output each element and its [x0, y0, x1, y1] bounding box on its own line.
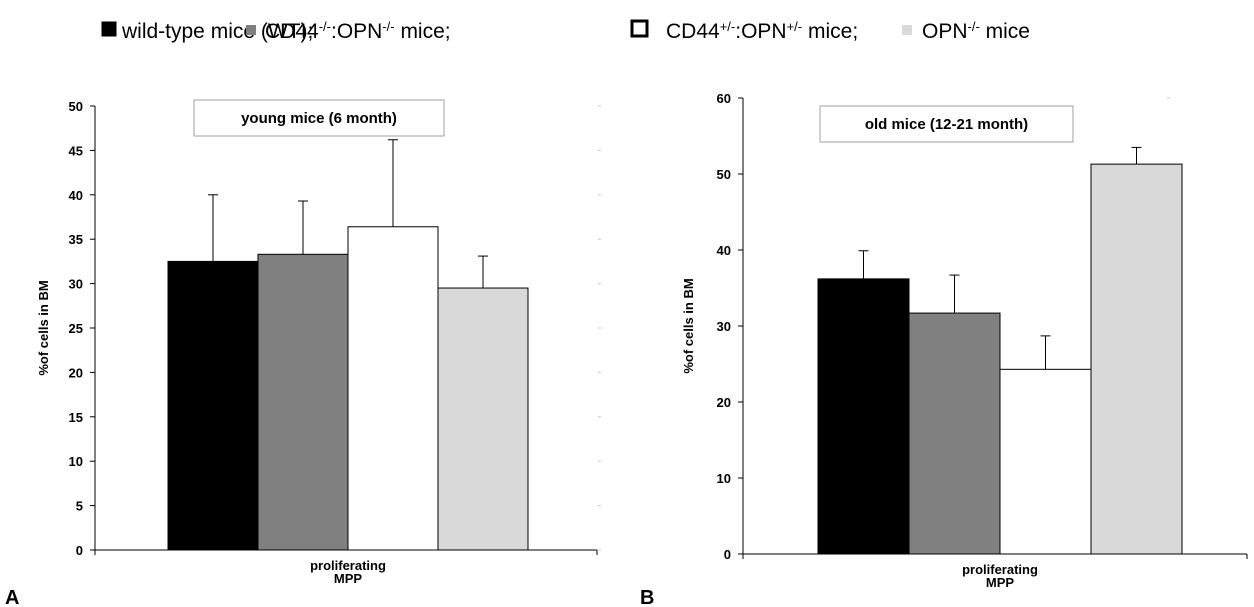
y-tick-label: 0 [76, 543, 83, 558]
title-box [193, 99, 445, 137]
y-tick-label: 35 [69, 232, 83, 247]
bar-0 [167, 260, 259, 551]
legend-label-0: wild-type mice (WT); [121, 20, 313, 43]
bar-2 [999, 368, 1092, 555]
y-tick-label: 30 [69, 277, 83, 292]
y-axis-label: %of cells in BM [36, 280, 51, 375]
y-tick-label: 40 [717, 243, 731, 258]
legend-marker-0 [101, 21, 117, 37]
y-tick-label: 5 [76, 499, 83, 514]
chart-title: old mice (12-21 month) [865, 116, 1028, 133]
title-box [819, 105, 1074, 143]
y-tick-label: 20 [717, 395, 731, 410]
panel-letter: A [5, 587, 19, 607]
y-tick-label: 20 [69, 365, 83, 380]
y-tick-label: 40 [69, 188, 83, 203]
y-tick-label: 15 [69, 410, 83, 425]
y-tick-label: 50 [717, 167, 731, 182]
y-tick-label: 10 [69, 454, 83, 469]
panel-letter: B [640, 587, 654, 607]
chart-legend: wild-type mice (WT); CD44-/-:OPN-/- mice… [101, 19, 1030, 44]
y-tick-label: 45 [69, 143, 83, 158]
y-tick-label: 25 [69, 321, 83, 336]
y-tick-label: 30 [717, 319, 731, 334]
legend-label-1: CD44-/-:OPN-/- mice; [265, 19, 451, 44]
legend-marker-3 [902, 25, 912, 35]
y-axis-label: %of cells in BM [681, 278, 696, 373]
y-tick-label: 10 [717, 471, 731, 486]
chart-panel-a: 0 5 10 15 20 25 30 35 40 45 50 %of cells in BM proli… [5, 99, 601, 607]
y-tick-label: 0 [724, 547, 731, 562]
legend-marker-1 [246, 25, 256, 35]
x-category-label: proliferating [310, 558, 386, 573]
bar-1 [908, 312, 1001, 555]
legend-label-3: OPN-/- mice [922, 19, 1030, 44]
x-category-label: MPP [986, 575, 1015, 590]
bar-3 [1090, 163, 1183, 555]
legend-marker-2 [630, 19, 649, 38]
x-category-label: MPP [334, 571, 363, 586]
bar-2 [347, 226, 439, 551]
chart-panel-b: 0 10 20 30 40 50 60 %of cells in BM proliferatin… [640, 91, 1248, 607]
y-tick-label: 60 [717, 91, 731, 106]
bar-3 [437, 287, 529, 551]
bar-1 [257, 253, 349, 551]
chart-title: young mice (6 month) [241, 110, 397, 127]
x-category-label: proliferating [962, 562, 1038, 577]
y-tick-label: 50 [69, 99, 83, 114]
legend-label-2: CD44+/-:OPN+/- mice; [666, 19, 858, 44]
bar-0 [817, 278, 910, 555]
